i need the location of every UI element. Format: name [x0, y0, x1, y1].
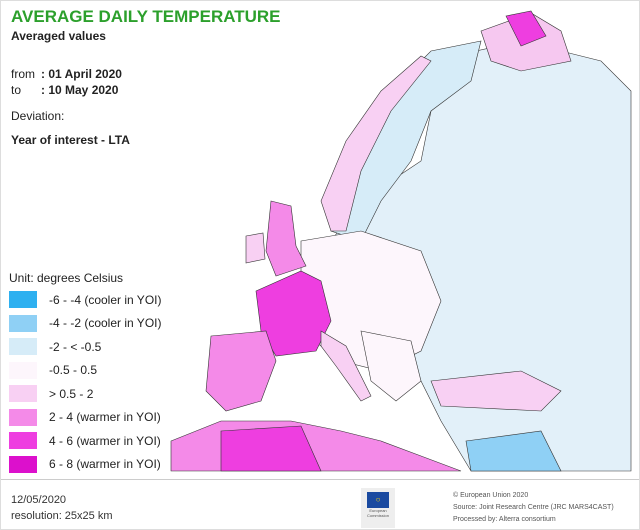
deviation-value: Year of interest - LTA	[11, 133, 130, 147]
legend-item: 6 - 8 (warmer in YOI)	[9, 453, 161, 477]
legend-label: -0.5 - 0.5	[49, 363, 98, 378]
processed-by: Processed by: Alterra consortium	[453, 516, 556, 523]
map-subtitle: Averaged values	[11, 29, 106, 43]
legend-swatch	[9, 408, 37, 426]
region-kola-warm	[505, 10, 547, 47]
legend-swatch	[9, 455, 37, 473]
legend-swatch	[9, 385, 37, 403]
map-title: AVERAGE DAILY TEMPERATURE	[11, 7, 281, 26]
from-value: : 01 April 2020	[41, 67, 122, 81]
region-ireland	[245, 232, 266, 264]
europe-temperature-map	[170, 10, 632, 472]
deviation-label: Deviation:	[11, 109, 65, 123]
region-italy	[320, 330, 372, 402]
legend: Unit: degrees Celsius -6 - -4 (cooler in…	[9, 271, 161, 476]
legend-unit: Unit: degrees Celsius	[9, 271, 124, 285]
legend-label: 2 - 4 (warmer in YOI)	[49, 410, 161, 425]
legend-item: 4 - 6 (warmer in YOI)	[9, 429, 161, 453]
footer: 12/05/2020 resolution: 25x25 km ○ Europe…	[1, 479, 639, 529]
footer-resolution: resolution: 25x25 km	[11, 510, 113, 522]
to-value: : 10 May 2020	[41, 83, 119, 97]
legend-label: > 0.5 - 2	[49, 386, 94, 401]
ec-logo: ○ European Commission	[361, 488, 395, 528]
legend-swatch	[9, 338, 37, 356]
to-label: to	[11, 83, 22, 97]
legend-label: -6 - -4 (cooler in YOI)	[49, 292, 162, 307]
region-balkans	[360, 330, 422, 402]
legend-label: 6 - 8 (warmer in YOI)	[49, 457, 161, 472]
legend-label: -4 - -2 (cooler in YOI)	[49, 316, 162, 331]
legend-label: 4 - 6 (warmer in YOI)	[49, 433, 161, 448]
legend-label: -2 - < -0.5	[49, 339, 102, 354]
region-iberia	[205, 330, 277, 412]
legend-item: -6 - -4 (cooler in YOI)	[9, 288, 161, 312]
legend-swatch	[9, 314, 37, 332]
region-algeria-warm	[220, 425, 322, 472]
legend-item: 2 - 4 (warmer in YOI)	[9, 406, 161, 430]
ec-logo-text: European Commission	[366, 508, 389, 518]
region-norway	[320, 55, 432, 232]
legend-item: -4 - -2 (cooler in YOI)	[9, 312, 161, 336]
legend-swatch	[9, 291, 37, 309]
eu-flag-icon: ○	[367, 492, 389, 508]
region-middle-east-cool	[465, 430, 562, 472]
from-label: from	[11, 67, 35, 81]
region-britain	[265, 200, 307, 277]
footer-date: 12/05/2020	[11, 494, 67, 506]
legend-item: -2 - < -0.5	[9, 335, 161, 359]
legend-item: -0.5 - 0.5	[9, 359, 161, 383]
region-turkey	[430, 370, 562, 412]
source: Source: Joint Research Centre (JRC MARS4…	[453, 504, 614, 511]
legend-swatch	[9, 432, 37, 450]
copyright: © European Union 2020	[453, 492, 529, 499]
legend-swatch	[9, 361, 37, 379]
legend-item: > 0.5 - 2	[9, 382, 161, 406]
